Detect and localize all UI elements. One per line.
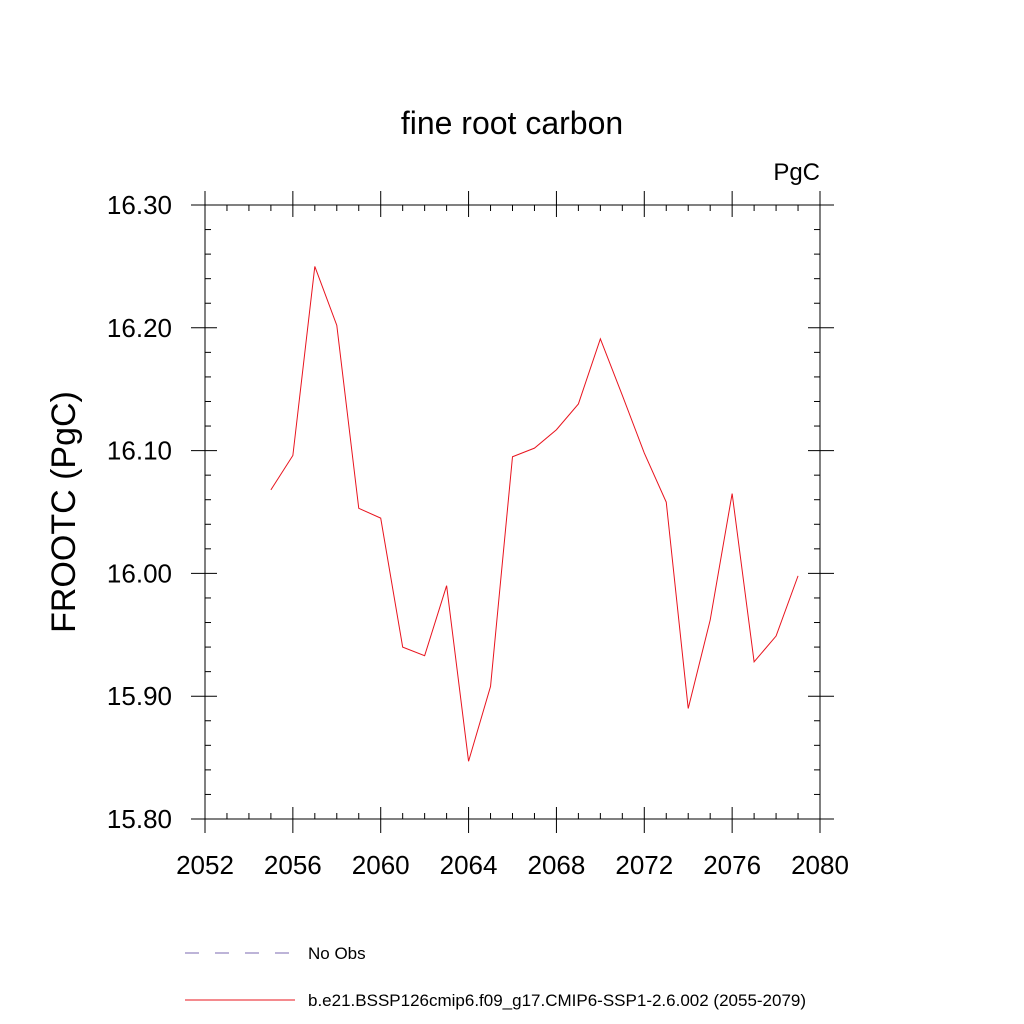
chart-title: fine root carbon <box>401 105 623 141</box>
x-tick-label: 2064 <box>440 850 498 880</box>
plot-frame <box>204 204 821 820</box>
legend-label-no-obs: No Obs <box>308 944 366 963</box>
y-tick-labels: 15.80 15.90 16.00 16.10 16.20 16.30 <box>107 190 172 834</box>
y-tick-label: 16.00 <box>107 558 172 588</box>
legend-label-model: b.e21.BSSP126cmip6.f09_g17.CMIP6-SSP1-2.… <box>308 991 806 1010</box>
x-tick-label: 2052 <box>176 850 234 880</box>
y-tick-label: 16.10 <box>107 436 172 466</box>
x-tick-label: 2072 <box>615 850 673 880</box>
axis-ticks <box>191 191 834 833</box>
series-group <box>270 266 799 762</box>
y-tick-label: 16.20 <box>107 313 172 343</box>
x-tick-label: 2068 <box>528 850 586 880</box>
y-tick-label: 15.90 <box>107 681 172 711</box>
x-tick-label: 2076 <box>703 850 761 880</box>
y-tick-label: 16.30 <box>107 190 172 220</box>
x-tick-label: 2060 <box>352 850 410 880</box>
y-axis-label: FROOTC (PgC) <box>45 391 83 633</box>
x-tick-label: 2056 <box>264 850 322 880</box>
units-label: PgC <box>773 159 820 186</box>
y-tick-label: 15.80 <box>107 804 172 834</box>
legend: No Obs b.e21.BSSP126cmip6.f09_g17.CMIP6-… <box>185 944 806 1010</box>
x-tick-labels: 2052 2056 2060 2064 2068 2072 2076 2080 <box>176 850 849 880</box>
series-line-0 <box>270 266 799 762</box>
x-tick-label: 2080 <box>791 850 849 880</box>
